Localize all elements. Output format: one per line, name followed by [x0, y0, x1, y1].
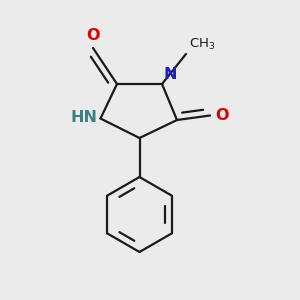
Text: CH$_3$: CH$_3$ — [189, 37, 215, 52]
Text: O: O — [215, 108, 229, 123]
Text: HN: HN — [70, 110, 98, 124]
Text: N: N — [164, 67, 177, 82]
Text: O: O — [86, 28, 100, 44]
